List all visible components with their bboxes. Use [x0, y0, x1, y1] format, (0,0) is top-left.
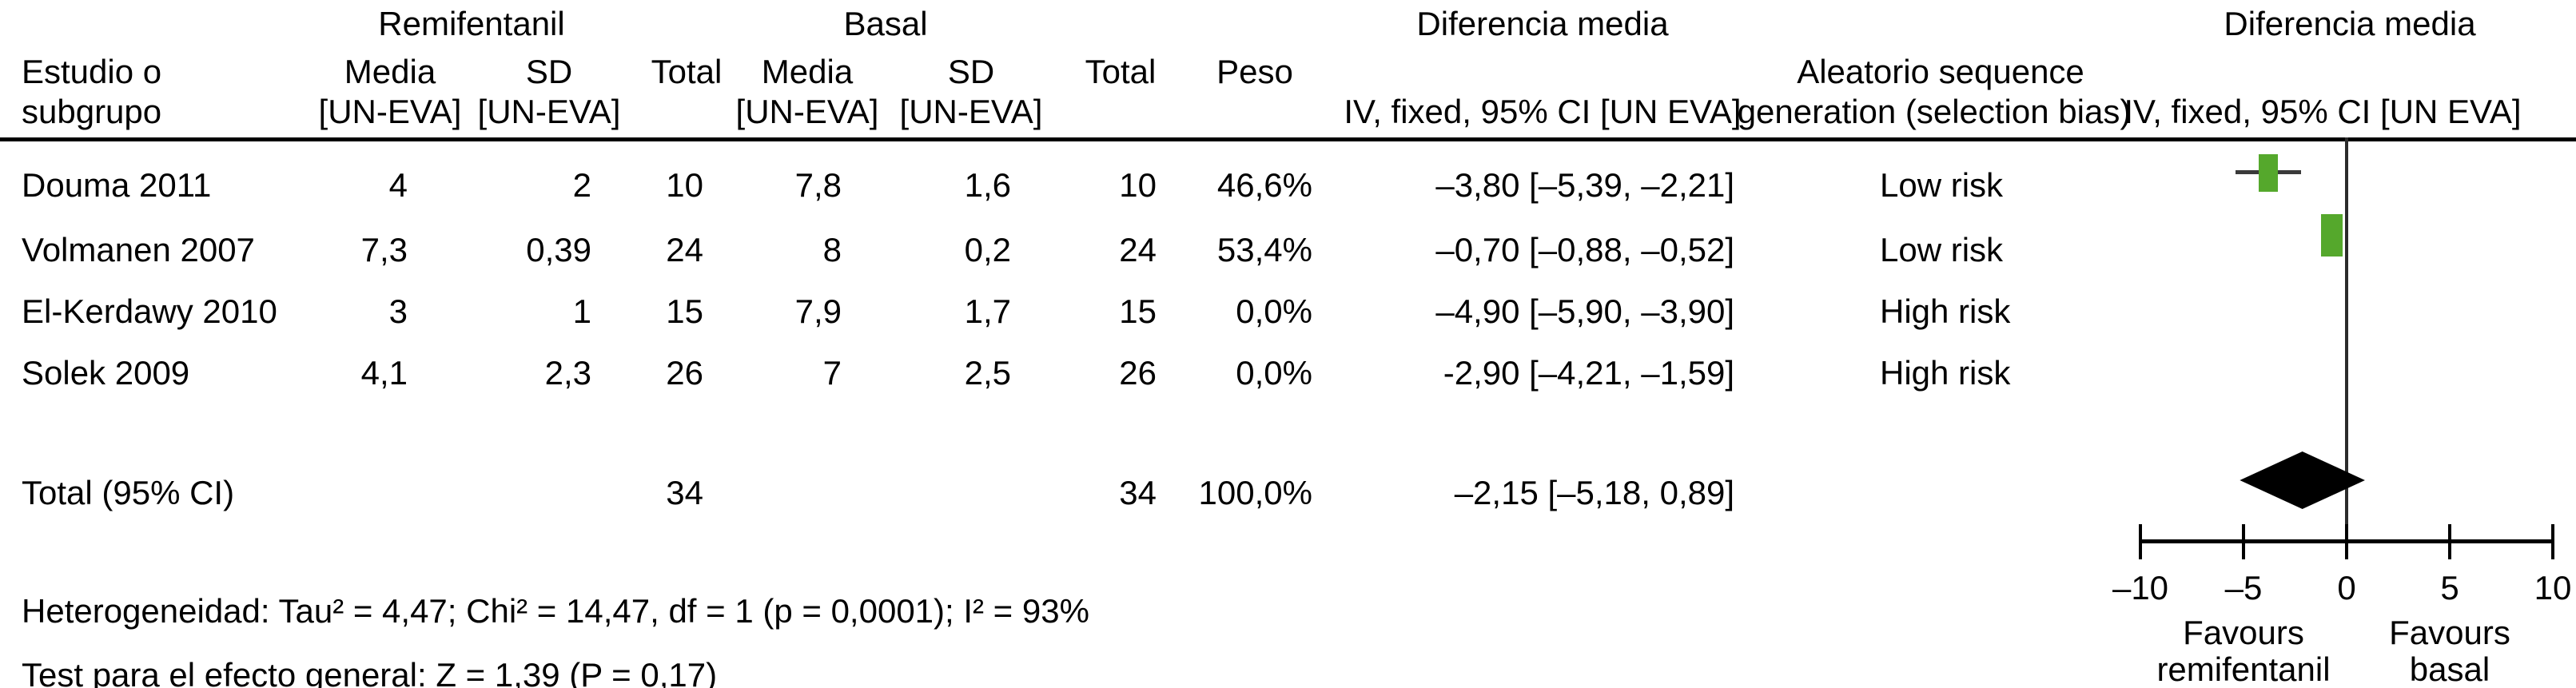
heterogeneity-stats: Heterogeneidad: Tau² = 4,47; Chi² = 14,4…: [22, 592, 1089, 630]
total-basal-value: 26: [1119, 354, 1157, 392]
col-header-uneva-3: [UN-EVA]: [735, 93, 879, 130]
total-basal-value: 10: [1119, 166, 1157, 204]
ci-text: –2,15 [–5,18, 0,89]: [1454, 474, 1734, 511]
overall-effect-test: Test para el efecto general: Z = 1,39 (P…: [22, 656, 718, 688]
media-basal-value: 7: [822, 354, 842, 392]
col-header-study-line2: subgrupo: [22, 93, 162, 130]
sd-basal-value: 0,2: [964, 231, 1011, 268]
risk-of-bias-label: Low risk: [1880, 231, 2004, 268]
table-row-el-kerdawy-2010: El-Kerdawy 2010 3 1 15 7,9 1,7 15 0,0% –…: [0, 291, 2576, 332]
axis-tick-label: –5: [2224, 569, 2263, 606]
col-header-uneva-1: [UN-EVA]: [318, 93, 462, 130]
total-basal-value: 15: [1119, 292, 1157, 330]
col-header-bias-line2: generation (selection bias): [1737, 93, 2132, 130]
media-basal-value: 7,8: [794, 166, 842, 204]
media-remi-value: 4: [388, 166, 408, 204]
table-row-solek-2009: Solek 2009 4,1 2,3 26 7 2,5 26 0,0% -2,9…: [0, 352, 2576, 394]
table-row-total: Total (95% CI) 34 34 100,0% –2,15 [–5,18…: [0, 472, 2576, 514]
col-header-media-remi: Media: [344, 53, 436, 90]
study-point-marker: [2258, 153, 2278, 192]
study-name: Volmanen 2007: [22, 231, 255, 268]
total-remi-value: 10: [666, 166, 703, 204]
sd-basal-value: 1,7: [964, 292, 1011, 330]
axis-tick: [2139, 524, 2142, 559]
total-remi-value: 24: [666, 231, 703, 268]
axis-tick-label: 5: [2440, 569, 2459, 606]
ci-text: –4,90 [–5,90, –3,90]: [1435, 292, 1734, 330]
axis-tick: [2242, 524, 2245, 559]
study-name: Solek 2009: [22, 354, 190, 392]
ci-text: –3,80 [–5,39, –2,21]: [1435, 166, 1734, 204]
study-point-marker: [2321, 213, 2343, 257]
media-remi-value: 7,3: [360, 231, 408, 268]
axis-tick: [2345, 524, 2348, 559]
col-header-peso: Peso: [1216, 53, 1293, 90]
ci-text: –0,70 [–0,88, –0,52]: [1435, 231, 1734, 268]
header-divider-rule: [0, 137, 2576, 141]
col-header-bias-line1: Aleatorio sequence: [1797, 53, 2084, 90]
risk-of-bias-label: High risk: [1880, 292, 2011, 330]
study-name: Douma 2011: [22, 166, 212, 204]
media-remi-value: 4,1: [360, 354, 408, 392]
col-header-sd-remi: SD: [525, 53, 573, 90]
col-header-media-basal: Media: [761, 53, 854, 90]
total-remi-value: 15: [666, 292, 703, 330]
weight-value: 53,4%: [1216, 231, 1312, 268]
table-row-douma-2011: Douma 2011 4 2 10 7,8 1,6 10 46,6% –3,80…: [0, 165, 2576, 206]
favours-right-label: Favours basal: [2389, 614, 2510, 688]
total-remi-value: 34: [666, 474, 703, 511]
ci-text: -2,90 [–4,21, –1,59]: [1443, 354, 1734, 392]
sd-remi-value: 2: [572, 166, 591, 204]
total-basal-value: 24: [1119, 231, 1157, 268]
sd-remi-value: 1: [572, 292, 591, 330]
total-label: Total (95% CI): [22, 474, 235, 511]
table-row-volmanen-2007: Volmanen 2007 7,3 0,39 24 8 0,2 24 53,4%…: [0, 229, 2576, 271]
axis-tick-label: –10: [2112, 569, 2169, 606]
col-header-ci-right: IV, fixed, 95% CI [UN EVA]: [2124, 93, 2522, 130]
axis-tick: [2551, 524, 2554, 559]
sd-basal-value: 1,6: [964, 166, 1011, 204]
media-remi-value: 3: [388, 292, 408, 330]
sd-remi-value: 0,39: [526, 231, 591, 268]
group-header-diff-right: Diferencia media: [2224, 5, 2476, 42]
weight-value: 46,6%: [1216, 166, 1312, 204]
axis-tick-label: 10: [2534, 569, 2572, 606]
group-header-basal: Basal: [843, 5, 928, 42]
weight-value: 100,0%: [1198, 474, 1312, 511]
col-header-ci-left: IV, fixed, 95% CI [UN EVA]: [1344, 93, 1742, 130]
weight-value: 0,0%: [1236, 354, 1312, 392]
axis-tick: [2448, 524, 2451, 559]
weight-value: 0,0%: [1236, 292, 1312, 330]
total-remi-value: 26: [666, 354, 703, 392]
sd-basal-value: 2,5: [964, 354, 1011, 392]
risk-of-bias-label: Low risk: [1880, 166, 2004, 204]
risk-of-bias-label: High risk: [1880, 354, 2011, 392]
col-header-total-remi: Total: [651, 53, 723, 90]
sd-remi-value: 2,3: [544, 354, 591, 392]
axis-tick-label: 0: [2337, 569, 2356, 606]
col-header-total-basal: Total: [1085, 53, 1157, 90]
col-header-uneva-4: [UN-EVA]: [899, 93, 1043, 130]
media-basal-value: 7,9: [794, 292, 842, 330]
col-header-study-line1: Estudio o: [22, 53, 162, 90]
group-header-remifentanil: Remifentanil: [378, 5, 565, 42]
study-name: El-Kerdawy 2010: [22, 292, 277, 330]
media-basal-value: 8: [822, 231, 842, 268]
group-header-diff-left: Diferencia media: [1416, 5, 1669, 42]
favours-left-label: Favours remifentanil: [2156, 614, 2331, 688]
zero-effect-line: [2345, 137, 2348, 559]
col-header-sd-basal: SD: [947, 53, 995, 90]
col-header-uneva-2: [UN-EVA]: [477, 93, 621, 130]
total-basal-value: 34: [1119, 474, 1157, 511]
